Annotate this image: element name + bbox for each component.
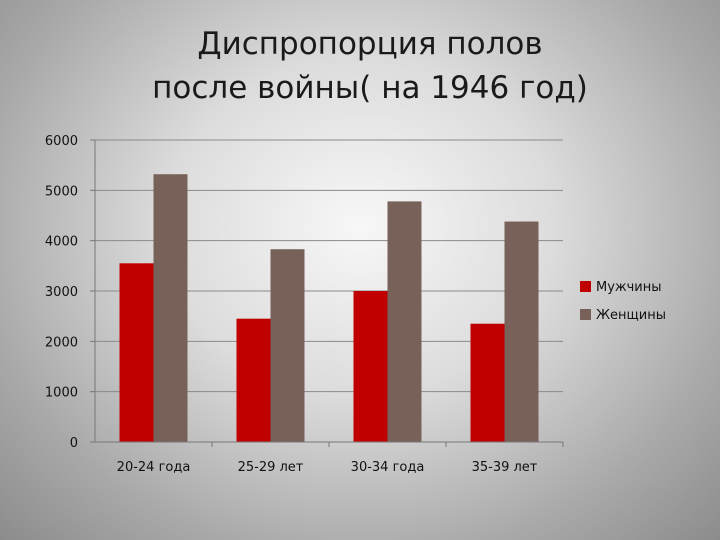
x-axis: 20-24 года 25-29 лет 30-34 года 35-39 лет [95,441,564,475]
bar [270,249,305,442]
bar [236,318,271,442]
x-tick-label: 35-39 лет [472,460,538,475]
y-tick-label: 5000 [45,184,78,199]
legend-swatch [580,309,591,320]
legend-label: Мужчины [596,280,662,295]
bar [353,291,388,442]
bars [119,174,539,442]
y-tick-label: 0 [70,436,78,451]
y-tick-label: 3000 [45,285,78,300]
y-tick-label: 1000 [45,386,78,401]
chart-title-line-1: Диспропорция полов [197,26,543,62]
y-tick-label: 4000 [45,235,78,250]
chart-title-line-2: после войны( на 1946 год) [152,70,588,106]
bar [119,263,154,442]
legend-label: Женщины [596,308,666,323]
bar [470,323,505,442]
x-tick-label: 20-24 года [117,460,191,475]
bar [387,201,422,442]
bar [153,174,188,442]
x-tick-label: 30-34 года [351,460,425,475]
legend: Мужчины Женщины [580,280,666,323]
x-tick-label: 25-29 лет [238,460,304,475]
y-tick-label: 6000 [45,134,78,149]
y-axis: 0 1000 2000 3000 4000 5000 6000 [45,134,96,451]
legend-swatch [580,281,591,292]
chart-title: Диспропорция полов после войны( на 1946 … [80,22,660,110]
bar [504,221,539,442]
y-tick-label: 2000 [45,335,78,350]
